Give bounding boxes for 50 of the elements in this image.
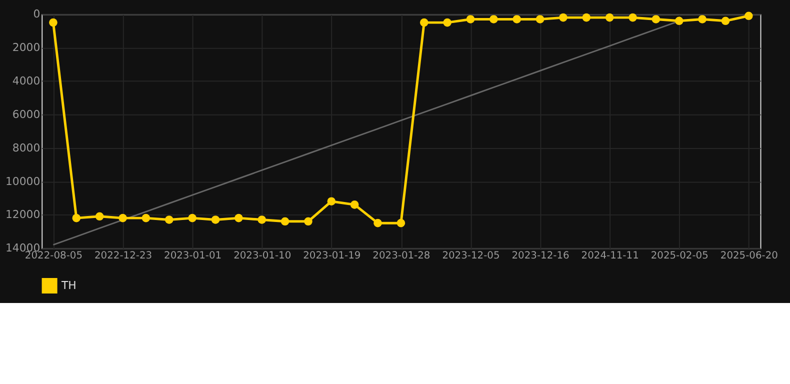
point	[374, 218, 382, 228]
y-tick-label: 0	[33, 8, 40, 21]
point	[512, 15, 521, 24]
x-tick-label: 2023-12-16	[512, 250, 570, 262]
point	[582, 13, 591, 22]
point	[466, 15, 475, 24]
x-tick-label: 2025-02-05	[650, 250, 708, 262]
point	[72, 214, 81, 222]
x-tick-label: 2022-08-05	[24, 250, 83, 262]
point	[258, 216, 266, 224]
point	[490, 15, 498, 24]
x-tick-label: 2023-12-05	[442, 250, 500, 262]
point	[744, 12, 753, 20]
x-tick-label: 2023-01-19	[303, 250, 361, 262]
point	[142, 214, 150, 222]
point	[605, 13, 614, 22]
point	[118, 214, 127, 222]
x-tick-label: 2024-11-11	[581, 250, 639, 262]
x-tick-label: 2022-12-23	[94, 250, 152, 262]
point	[674, 16, 684, 26]
point	[327, 197, 336, 206]
point	[536, 15, 544, 24]
x-tick-label: 2023-01-01	[164, 250, 222, 262]
point	[698, 15, 706, 24]
y-tick-label: 2000	[12, 41, 40, 54]
point	[559, 13, 568, 22]
point	[628, 13, 637, 22]
point	[280, 217, 290, 226]
y-tick-label: 4000	[12, 74, 40, 88]
point	[188, 214, 196, 222]
y-tick-label: 8000	[12, 141, 40, 154]
point	[652, 15, 660, 24]
point	[164, 216, 174, 224]
y-tick-label: 10000	[5, 174, 40, 188]
point	[49, 18, 58, 27]
point	[443, 18, 452, 27]
point	[304, 217, 312, 226]
x-tick-label: 2025-06-20	[720, 250, 778, 262]
y-tick-label: 12000	[5, 208, 40, 222]
point	[350, 200, 359, 209]
x-tick-label: 2023-01-10	[234, 250, 292, 262]
legend-label: TH	[60, 278, 76, 292]
point	[721, 16, 730, 26]
point	[396, 218, 406, 228]
point	[420, 18, 428, 27]
y-tick-label: 6000	[12, 108, 40, 121]
point	[211, 216, 220, 224]
x-tick-label: 2023-01-28	[372, 250, 430, 262]
point	[234, 214, 243, 222]
point	[95, 212, 104, 221]
